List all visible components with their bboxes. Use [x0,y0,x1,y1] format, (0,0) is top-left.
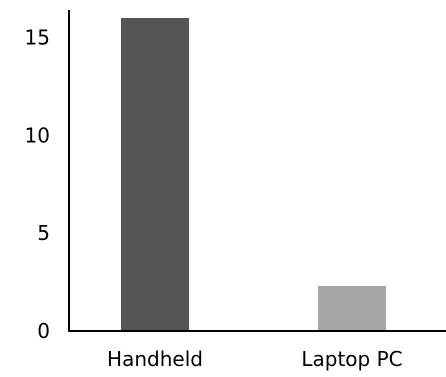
bar-laptop-pc [318,286,386,331]
y-axis-ticks: 0 5 10 15 [25,26,50,343]
y-tick-label: 10 [25,123,50,147]
x-tick-label: Laptop PC [301,347,402,371]
y-tick-label: 5 [37,221,50,245]
y-tick-label: 0 [37,319,50,343]
y-tick-label: 15 [25,26,50,50]
x-tick-label: Handheld [107,347,203,371]
bar-handheld [121,18,189,331]
plot-area [121,18,386,331]
x-axis-ticks: Handheld Laptop PC [107,347,403,371]
